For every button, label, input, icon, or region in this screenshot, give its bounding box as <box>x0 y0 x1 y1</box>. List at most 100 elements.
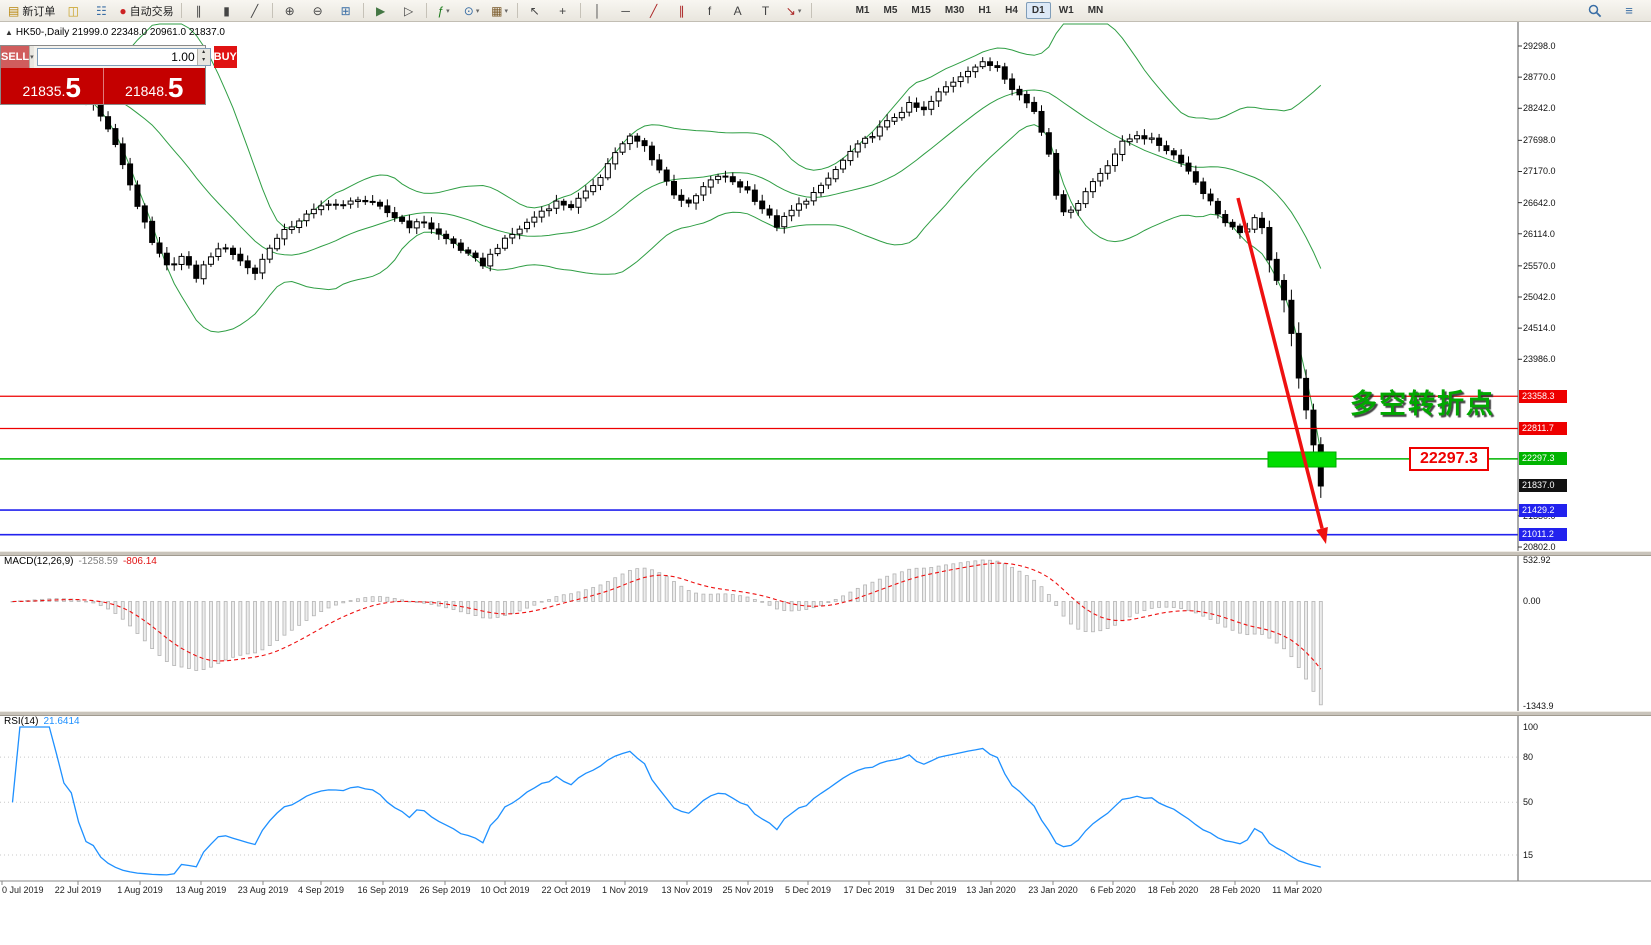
candle-body <box>553 200 560 209</box>
price-box-annotation[interactable]: 22297.3 <box>1409 447 1489 471</box>
turning-point-annotation[interactable]: 多空转折点 <box>1350 389 1495 419</box>
fibonacci-button[interactable]: f <box>696 1 724 21</box>
candle-body <box>1295 332 1302 379</box>
macd-histogram-bar <box>775 601 779 610</box>
horizontal-line-button[interactable]: ─ <box>612 1 640 21</box>
macd-histogram-bar <box>84 601 88 603</box>
date-label: 1 Nov 2019 <box>601 885 649 895</box>
date-label: 31 Dec 2019 <box>905 885 957 895</box>
macd-histogram-bar <box>767 601 772 606</box>
one-click-collapse-icon[interactable]: ▲ <box>5 28 13 37</box>
sell-button[interactable]: SELL <box>1 46 30 68</box>
macd-histogram-bar <box>1076 601 1081 630</box>
buy-button[interactable]: BUY <box>213 46 237 68</box>
vertical-line-button[interactable]: │ <box>584 1 612 21</box>
candle-body <box>369 200 376 203</box>
macd-histogram-bar <box>826 601 831 604</box>
macd-title: MACD(12,26,9) <box>4 556 74 567</box>
line-chart-button[interactable]: ╱ <box>241 1 269 21</box>
axis-tick-label: -1343.9 <box>1523 701 1554 711</box>
candle-body <box>127 163 134 186</box>
trend-arrow-head[interactable] <box>1316 527 1328 544</box>
periods-button[interactable]: ⊙ ▾ <box>458 1 486 21</box>
channel-button[interactable]: ∥ <box>668 1 696 21</box>
candle-body <box>354 199 361 202</box>
bar-chart-button[interactable]: ∥ <box>185 1 213 21</box>
chart-window-button[interactable]: ◫ <box>59 1 87 21</box>
macd-histogram-bar <box>1032 579 1037 602</box>
cursor-button[interactable]: ↖ <box>521 1 549 21</box>
macd-histogram-bar <box>216 601 221 665</box>
sell-price[interactable]: 21835. 5 <box>1 68 103 104</box>
rsi-pane-divider[interactable] <box>0 711 1651 716</box>
toolbar-separator <box>425 3 427 18</box>
macd-histogram-bar <box>370 596 375 602</box>
macd-histogram-bar <box>201 601 206 670</box>
auto-scroll-button[interactable]: ▶ <box>367 1 395 21</box>
symbol-ohlc-text: HK50-,Daily 21999.0 22348.0 20961.0 2183… <box>15 27 225 38</box>
candlestick-chart-button[interactable]: ▮ <box>213 1 241 21</box>
arrows-button[interactable]: ↘ ▾ <box>780 1 808 21</box>
macd-histogram-bar <box>635 568 640 602</box>
candle-body <box>230 247 236 255</box>
timeframe-h4-button[interactable]: H4 <box>1005 5 1018 16</box>
volume-input[interactable] <box>37 49 197 65</box>
grid-icon: ⊞ <box>340 3 351 18</box>
buy-price[interactable]: 21848. 5 <box>102 68 206 104</box>
timeframe-h1-button[interactable]: H1 <box>978 5 992 16</box>
bar-chart-icon: ∥ <box>195 3 202 18</box>
timeframe-mn-button[interactable]: MN <box>1087 5 1104 16</box>
autotrading-button[interactable]: ● 自动交易 <box>115 1 177 21</box>
candle-body <box>678 194 685 201</box>
candle-body <box>207 256 214 265</box>
macd-histogram-bar <box>157 601 162 656</box>
trendline-button[interactable]: ╱ <box>640 1 668 21</box>
templates-button[interactable]: ▦ ▾ <box>486 1 514 21</box>
date-label: 22 Oct 2019 <box>541 885 591 895</box>
timeframe-m1-button[interactable]: M1 <box>855 5 870 16</box>
macd-histogram-bar <box>885 575 890 602</box>
toolbar-separator <box>579 3 581 18</box>
chart-shift-button[interactable]: ▷ <box>395 1 423 21</box>
toolbar: ▤ 新订单 ◫ ☷ ● 自动交易 ∥ ▮ ╱ ⊕ ⊖ ⊞ ▶ ▷ ƒ ▾ ⊙ ▾ ▦ ▾ ↖ + │ ─ ╱ ∥ f A T ↘ ▾ M1 M… <box>0 0 1651 22</box>
search-button[interactable] <box>1581 1 1609 21</box>
macd-pane-divider[interactable] <box>0 551 1651 556</box>
candle-body <box>1207 193 1214 202</box>
volume-spinner[interactable]: ▴ ▾ <box>196 49 210 65</box>
spinner-up-icon[interactable]: ▴ <box>197 49 210 57</box>
new-order-button[interactable]: ▤ 新订单 <box>4 1 59 21</box>
candle-body <box>840 159 847 170</box>
grid-button[interactable]: ⊞ <box>332 1 360 21</box>
macd-histogram-bar <box>341 601 346 604</box>
timeframe-m15-button[interactable]: M15 <box>911 5 931 16</box>
macd-histogram-bar <box>988 559 992 602</box>
toolbar-separator <box>516 3 518 18</box>
text-button[interactable]: A <box>724 1 752 21</box>
panels-button[interactable]: ≡ <box>1615 1 1643 21</box>
toolbar-separator <box>271 3 273 18</box>
label-button[interactable]: T <box>752 1 780 21</box>
indicators-button[interactable]: ƒ ▾ <box>430 1 458 21</box>
macd-histogram-bar <box>716 593 720 602</box>
sell-price-main: 21835. <box>22 83 66 99</box>
channel-icon: ∥ <box>678 3 685 18</box>
timeframe-w1-button[interactable]: W1 <box>1058 5 1074 16</box>
bollinger-upper-band <box>12 23 1322 230</box>
macd-histogram-bar <box>356 598 360 602</box>
timeframe-m5-button[interactable]: M5 <box>883 5 898 16</box>
crosshair-button[interactable]: + <box>549 1 577 21</box>
candle-body <box>648 145 655 161</box>
macd-histogram-bar <box>672 581 676 602</box>
sell-dropdown-icon[interactable]: ▾ <box>29 46 34 68</box>
zoom-in-button[interactable]: ⊕ <box>276 1 304 21</box>
profiles-button[interactable]: ☷ <box>87 1 115 21</box>
candle-body <box>399 216 406 222</box>
bollinger-lower-band <box>12 92 1322 453</box>
trend-arrow-line[interactable] <box>1236 197 1324 529</box>
spinner-down-icon[interactable]: ▾ <box>197 57 210 65</box>
timeframe-d1-button[interactable]: D1 <box>1025 2 1051 19</box>
timeframe-m30-button[interactable]: M30 <box>944 5 965 16</box>
zoom-out-button[interactable]: ⊖ <box>304 1 332 21</box>
sell-price-big-digit: 5 <box>65 72 81 103</box>
macd-histogram-bar <box>907 568 912 602</box>
